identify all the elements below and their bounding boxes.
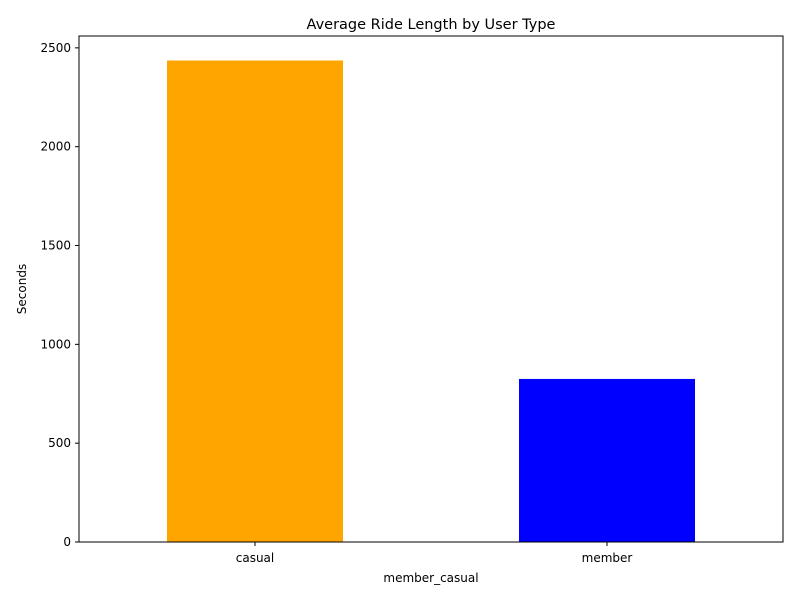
- y-tick-label: 500: [48, 436, 71, 450]
- bar-casual: [167, 60, 343, 543]
- y-tick-label: 2000: [40, 140, 71, 154]
- bar-member: [519, 378, 695, 542]
- y-tick-label: 1000: [40, 337, 71, 351]
- x-axis: casual member: [236, 542, 633, 565]
- bars-layer: [167, 60, 695, 543]
- x-tick-label: casual: [236, 551, 275, 565]
- plot-frame: [78, 35, 784, 543]
- y-tick-label: 1500: [40, 239, 71, 253]
- y-tick-label: 0: [63, 535, 71, 549]
- y-axis-label: Seconds: [15, 264, 29, 314]
- x-axis-label: member_casual: [383, 571, 478, 585]
- x-tick-label: member: [582, 551, 633, 565]
- chart-title: Average Ride Length by User Type: [307, 17, 556, 33]
- y-axis: 0 500 1000 1500 2000 2500: [40, 41, 79, 549]
- y-tick-label: 2500: [40, 41, 71, 55]
